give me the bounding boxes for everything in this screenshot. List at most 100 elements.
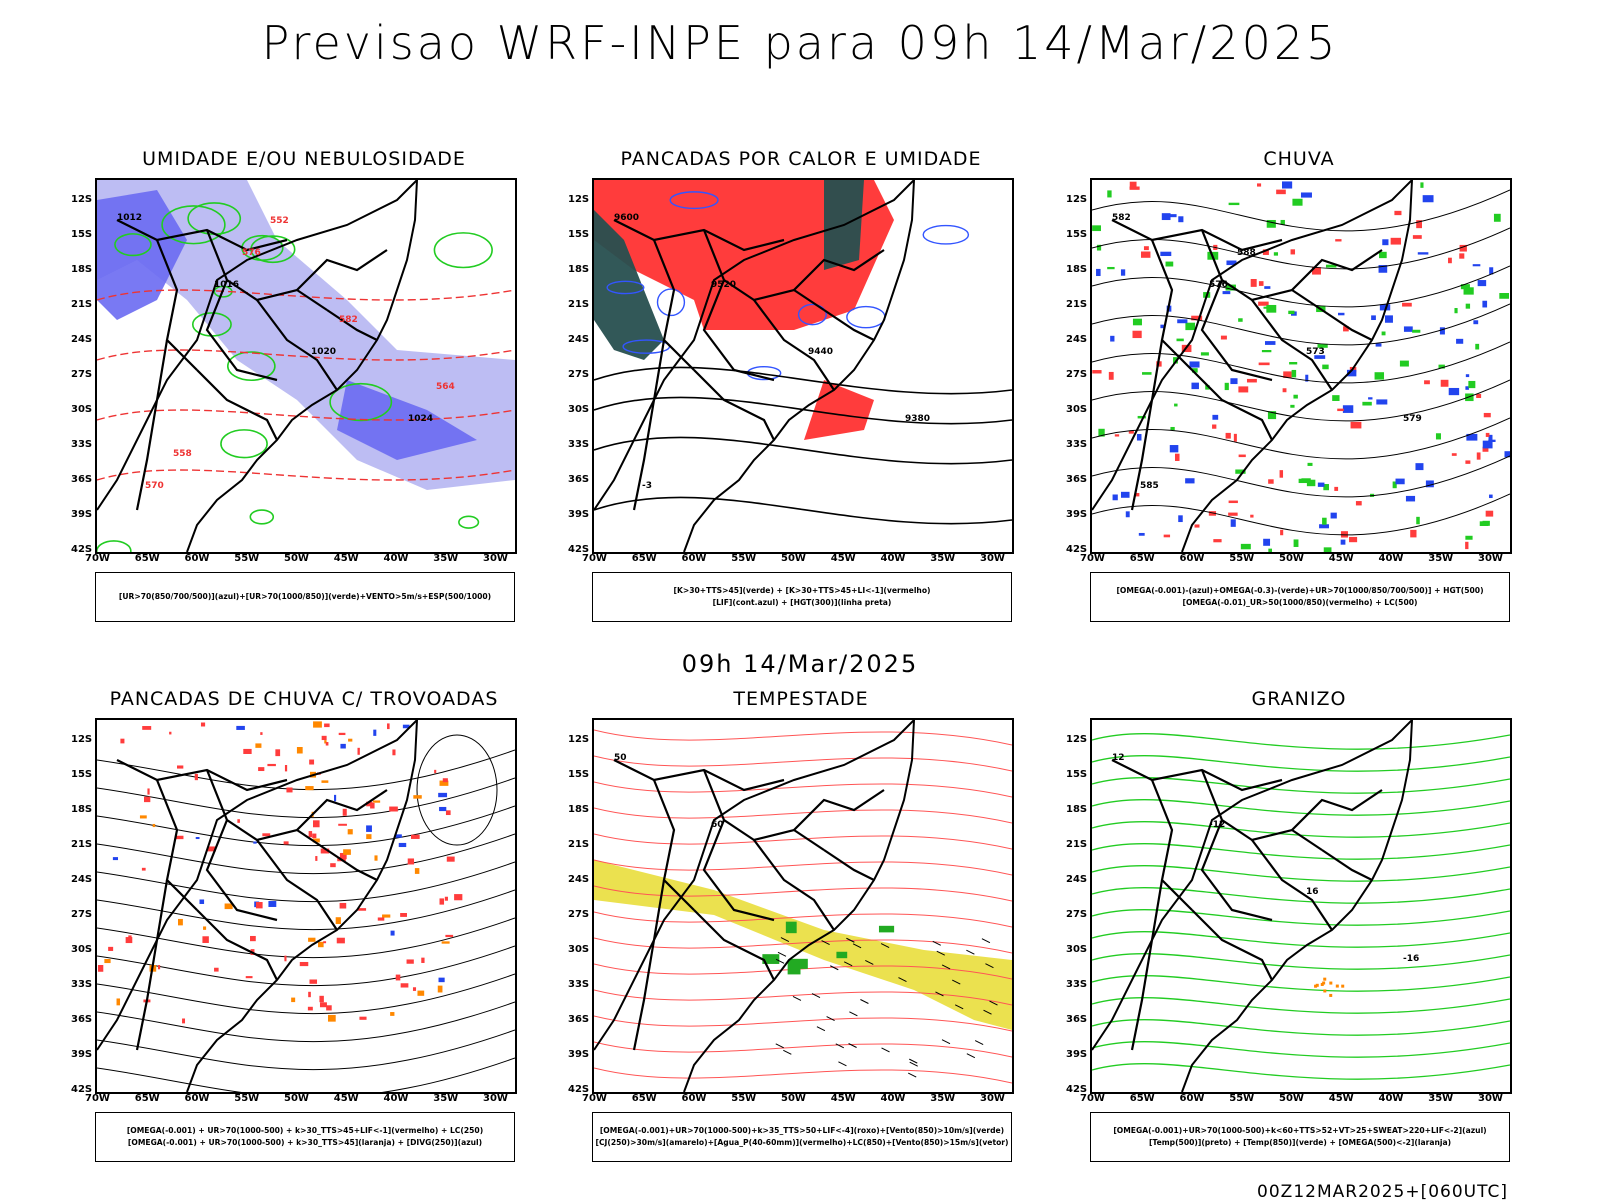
storm-cell (413, 795, 421, 799)
storm-cell (417, 991, 424, 996)
legend-text: [LIF](cont.azul) + [HGT(300)](linha pret… (593, 597, 1011, 609)
panel-title: UMIDADE E/OU NEBULOSIDADE (95, 148, 513, 170)
storm-cell (153, 824, 156, 827)
x-tick-label: 60W (682, 1093, 707, 1104)
x-tick-label: 70W (85, 1093, 110, 1104)
y-tick-label: 33S (568, 979, 589, 990)
contour-label: 16 (1306, 887, 1319, 897)
storm-cell (169, 732, 171, 735)
x-tick-label: 70W (582, 1093, 607, 1104)
storm-cell (382, 914, 390, 917)
rain-cell (1238, 318, 1242, 322)
storm-cell (246, 976, 253, 978)
rain-cell (1379, 252, 1387, 258)
rain-cell (1133, 319, 1142, 326)
rain-cell (1382, 239, 1388, 245)
rain-cell (1280, 530, 1283, 535)
x-tick-label: 40W (1379, 553, 1404, 564)
storm-cell (140, 815, 147, 818)
storm-cell (262, 833, 270, 836)
y-tick-label: 12S (568, 734, 589, 745)
rain-cell (1110, 336, 1114, 342)
rain-cell (1092, 225, 1101, 231)
storm-cell (300, 962, 309, 966)
storm-cell (243, 749, 251, 754)
rain-cell (1201, 352, 1209, 355)
rain-cell (1468, 381, 1475, 388)
y-tick-label: 24S (1066, 874, 1087, 885)
y-tick-label: 21S (1066, 299, 1087, 310)
storm-cell (439, 978, 445, 983)
contour-label: 12 (1112, 753, 1125, 763)
storm-cell (454, 894, 462, 900)
y-tick-label: 27S (568, 909, 589, 920)
country-border (257, 840, 337, 930)
rain-cell (1382, 331, 1386, 335)
pw-contour (594, 860, 1012, 875)
x-tick-label: 60W (682, 553, 707, 564)
storm-cell (323, 941, 326, 943)
country-border (614, 760, 784, 790)
y-tick-label: 24S (71, 874, 92, 885)
y-tick-label: 30S (1066, 404, 1087, 415)
rain-cell (1229, 203, 1240, 205)
legend-box: [OMEGA(-0.001) + UR>70(1000-500) + k>30_… (95, 1112, 515, 1162)
x-tick-label: 40W (881, 1093, 906, 1104)
country-border (1132, 880, 1162, 1050)
contour-label: 9520 (711, 280, 736, 290)
rain-cell (1416, 517, 1420, 524)
hail-cell (1336, 985, 1339, 988)
rain-cell (1400, 361, 1409, 367)
rain-cell (1259, 281, 1264, 286)
rain-cell (1174, 404, 1177, 407)
storm-cell (340, 744, 345, 749)
rain-cell (1465, 536, 1472, 540)
y-tick-label: 30S (1066, 944, 1087, 955)
storm-cell (390, 1012, 394, 1016)
x-tick-label: 35W (1428, 553, 1453, 564)
rain-cell (1452, 453, 1457, 456)
rain-cell (1478, 280, 1487, 286)
country-border (824, 310, 874, 340)
storm-cell (309, 979, 317, 983)
storm-cell (321, 780, 328, 783)
x-tick-label: 65W (1130, 1093, 1155, 1104)
storm-cell (343, 849, 351, 855)
rain-cell (1228, 513, 1237, 516)
storm-cell (199, 899, 204, 904)
rain-cell (1341, 540, 1346, 545)
rain-cell (1334, 487, 1338, 491)
rain-cell (1318, 483, 1325, 487)
pw-contour (594, 730, 1012, 745)
rain-cell (1137, 434, 1142, 441)
streamline (97, 862, 515, 902)
storm-cell (434, 770, 436, 773)
temp-850-contour (1092, 954, 1510, 969)
storm-cell (195, 774, 198, 780)
hgt-line (594, 497, 1012, 523)
rain-cell (1162, 213, 1171, 220)
rain-cell (1341, 531, 1348, 537)
rain-cell (1107, 267, 1114, 269)
y-tick-label: 39S (1066, 509, 1087, 520)
storm-cell (108, 947, 113, 951)
x-tick-label: 65W (1130, 553, 1155, 564)
storm-cell (442, 941, 450, 943)
storm-cell (328, 1015, 336, 1022)
rain-cell (1223, 291, 1231, 294)
x-tick-label: 50W (284, 553, 309, 564)
temp-850-contour (1092, 844, 1510, 859)
storm-cell (391, 931, 395, 936)
temp-850-contour (1092, 756, 1510, 771)
rain-cell (1238, 386, 1248, 392)
rain-cell (1142, 372, 1152, 375)
contour-label: 576 (242, 248, 261, 258)
x-tick-label: 60W (1180, 553, 1205, 564)
storm-cell (387, 723, 390, 729)
rain-cell (1177, 319, 1187, 323)
storm-cell (396, 975, 401, 981)
rain-cell (1483, 441, 1493, 449)
y-tick-label: 33S (1066, 979, 1087, 990)
x-tick-label: 65W (135, 1093, 160, 1104)
x-tick-label: 55W (731, 1093, 756, 1104)
